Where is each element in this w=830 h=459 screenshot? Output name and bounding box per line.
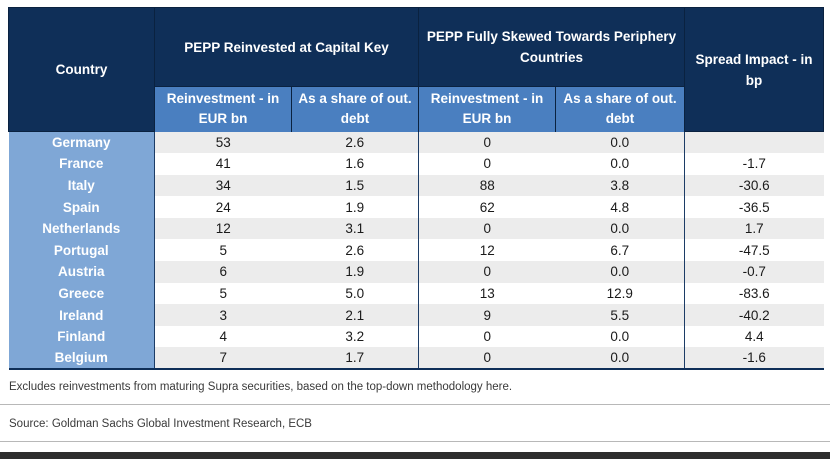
table-row: Italy 34 1.5 88 3.8 -30.6 (8, 174, 824, 197)
country-cell: Italy (8, 174, 155, 197)
capital-share-cell: 2.6 (291, 131, 419, 154)
capital-share-cell: 1.7 (291, 347, 419, 371)
spread-impact-cell: -0.7 (684, 261, 824, 283)
periphery-share-cell: 0.0 (555, 261, 685, 283)
periphery-share-cell: 0.0 (555, 217, 685, 240)
periphery-reinvestment-cell: 0 (418, 153, 556, 175)
table-row: Belgium 7 1.7 0 0.0 -1.6 (8, 347, 824, 371)
spread-impact-cell: -1.6 (684, 347, 824, 371)
spread-impact-cell: -30.6 (684, 174, 824, 197)
capital-share-cell: 5.0 (291, 282, 419, 305)
footnote: Excludes reinvestments from maturing Sup… (9, 381, 513, 393)
capital-reinvestment-cell: 5 (154, 239, 292, 262)
country-cell: Spain (8, 196, 155, 218)
periphery-reinvestment-cell: 88 (418, 174, 556, 197)
periphery-reinvestment-cell: 0 (418, 217, 556, 240)
subheader-capital-reinvestment: Reinvestment - in EUR bn (154, 86, 292, 132)
capital-reinvestment-cell: 4 (154, 325, 292, 348)
capital-share-cell: 1.5 (291, 174, 419, 197)
capital-reinvestment-cell: 5 (154, 282, 292, 305)
periphery-share-cell: 3.8 (555, 174, 685, 197)
header-group-periphery: PEPP Fully Skewed Towards Periphery Coun… (417, 7, 686, 87)
subheader-capital-share: As a share of out. debt (291, 86, 419, 132)
divider-line (0, 404, 830, 405)
spread-impact-cell: -47.5 (684, 239, 824, 262)
periphery-share-cell: 0.0 (555, 153, 685, 175)
capital-share-cell: 1.6 (291, 153, 419, 175)
table-row: Netherlands 12 3.1 0 0.0 1.7 (8, 217, 824, 240)
header-spread-impact: Spread Impact - in bp (684, 7, 825, 132)
capital-reinvestment-cell: 7 (154, 347, 292, 371)
country-cell: Germany (8, 131, 155, 154)
periphery-reinvestment-cell: 12 (418, 239, 556, 262)
country-cell: Austria (8, 261, 155, 283)
capital-reinvestment-cell: 53 (154, 131, 292, 154)
capital-reinvestment-cell: 41 (154, 153, 292, 175)
periphery-reinvestment-cell: 9 (418, 304, 556, 326)
table-row: Portugal 5 2.6 12 6.7 -47.5 (8, 239, 824, 262)
capital-reinvestment-cell: 6 (154, 261, 292, 283)
periphery-share-cell: 0.0 (555, 347, 685, 371)
capital-reinvestment-cell: 12 (154, 217, 292, 240)
spread-impact-cell: -40.2 (684, 304, 824, 326)
header-country: Country (8, 7, 155, 132)
country-cell: Greece (8, 282, 155, 305)
capital-share-cell: 1.9 (291, 196, 419, 218)
periphery-share-cell: 5.5 (555, 304, 685, 326)
table-row: France 41 1.6 0 0.0 -1.7 (8, 153, 824, 175)
table-row: Ireland 3 2.1 9 5.5 -40.2 (8, 304, 824, 326)
table-body: Germany 53 2.6 0 0.0 France 41 1.6 0 0.0 -1.7 Italy… (8, 131, 824, 371)
spread-impact-cell: -83.6 (684, 282, 824, 305)
table-row: Germany 53 2.6 0 0.0 (8, 131, 824, 154)
periphery-reinvestment-cell: 0 (418, 131, 556, 154)
capital-share-cell: 2.1 (291, 304, 419, 326)
country-cell: Ireland (8, 304, 155, 326)
spread-impact-cell: -1.7 (684, 153, 824, 175)
periphery-share-cell: 12.9 (555, 282, 685, 305)
country-cell: Finland (8, 325, 155, 348)
capital-share-cell: 3.1 (291, 217, 419, 240)
pepp-reinvestment-table: Country PEPP Reinvested at Capital Key P… (8, 7, 825, 371)
capital-reinvestment-cell: 24 (154, 196, 292, 218)
periphery-share-cell: 4.8 (555, 196, 685, 218)
periphery-reinvestment-cell: 62 (418, 196, 556, 218)
periphery-reinvestment-cell: 0 (418, 347, 556, 371)
spread-impact-cell: -36.5 (684, 196, 824, 218)
periphery-reinvestment-cell: 0 (418, 325, 556, 348)
spread-impact-cell (684, 131, 824, 154)
periphery-share-cell: 6.7 (555, 239, 685, 262)
periphery-reinvestment-cell: 0 (418, 261, 556, 283)
table-row: Austria 6 1.9 0 0.0 -0.7 (8, 261, 824, 283)
periphery-share-cell: 0.0 (555, 131, 685, 154)
table-row: Finland 4 3.2 0 0.0 4.4 (8, 325, 824, 348)
country-cell: Portugal (8, 239, 155, 262)
capital-share-cell: 2.6 (291, 239, 419, 262)
capital-share-cell: 3.2 (291, 325, 419, 348)
header-group-capital-key: PEPP Reinvested at Capital Key (154, 7, 419, 87)
periphery-share-cell: 0.0 (555, 325, 685, 348)
source-note: Source: Goldman Sachs Global Investment … (9, 418, 312, 430)
capital-reinvestment-cell: 3 (154, 304, 292, 326)
country-cell: Netherlands (8, 217, 155, 240)
divider-line-bottom (0, 441, 830, 442)
subheader-periphery-reinvestment: Reinvestment - in EUR bn (418, 86, 556, 132)
table-row: Greece 5 5.0 13 12.9 -83.6 (8, 282, 824, 305)
periphery-reinvestment-cell: 13 (418, 282, 556, 305)
subheader-periphery-share: As a share of out. debt (555, 86, 686, 132)
table-row: Spain 24 1.9 62 4.8 -36.5 (8, 196, 824, 218)
capital-share-cell: 1.9 (291, 261, 419, 283)
capital-reinvestment-cell: 34 (154, 174, 292, 197)
spread-impact-cell: 4.4 (684, 325, 824, 348)
country-cell: France (8, 153, 155, 175)
bottom-bar (0, 452, 830, 459)
spread-impact-cell: 1.7 (684, 217, 824, 240)
country-cell: Belgium (8, 347, 155, 371)
